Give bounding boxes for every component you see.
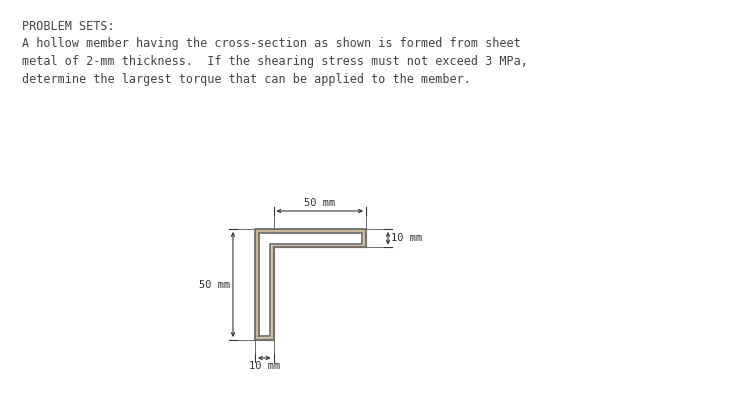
Text: A hollow member having the cross-section as shown is formed from sheet
metal of : A hollow member having the cross-section… — [22, 37, 528, 86]
Text: 50 mm: 50 mm — [304, 198, 335, 208]
Text: PROBLEM SETS:: PROBLEM SETS: — [22, 20, 115, 33]
Polygon shape — [259, 233, 362, 336]
Text: 50 mm: 50 mm — [199, 279, 230, 290]
Text: 10 mm: 10 mm — [391, 233, 422, 243]
Polygon shape — [255, 229, 366, 340]
Text: 10 mm: 10 mm — [248, 361, 280, 371]
